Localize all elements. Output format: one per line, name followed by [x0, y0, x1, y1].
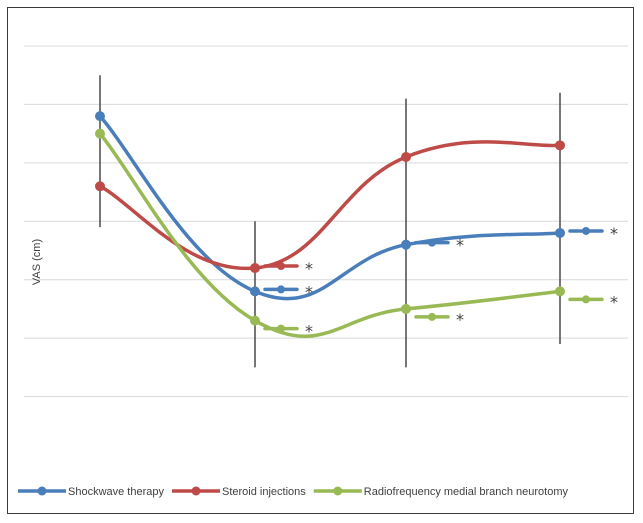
significance-asterisk: * — [610, 292, 618, 311]
significance-dot — [277, 324, 285, 333]
significance-asterisk: * — [456, 310, 464, 329]
series-line — [98, 140, 562, 271]
legend-label: Steroid injections — [222, 486, 306, 498]
data-point — [401, 239, 411, 250]
data-point — [95, 111, 105, 122]
y-axis-label: VAS (cm) — [31, 239, 43, 285]
data-point — [555, 227, 565, 238]
significance-dot — [582, 226, 590, 235]
data-point — [250, 263, 260, 274]
legend-swatch-dot — [37, 486, 47, 496]
data-point — [95, 128, 105, 139]
data-point — [401, 152, 411, 163]
significance-asterisk: * — [456, 236, 464, 255]
legend-label: Radiofrequency medial branch neurotomy — [364, 486, 569, 498]
legend: Shockwave therapy Steroid injections Radio… — [18, 486, 569, 498]
data-point — [555, 140, 565, 151]
series-line — [98, 114, 562, 301]
legend-label: Shockwave therapy — [68, 486, 164, 498]
data-point — [95, 181, 105, 192]
data-point — [401, 303, 411, 314]
significance-asterisk: * — [305, 259, 313, 278]
data-point — [250, 286, 260, 297]
gridlines — [24, 45, 628, 398]
significance-asterisk: * — [610, 224, 618, 243]
data-point — [250, 315, 260, 326]
significance-asterisk: * — [305, 282, 313, 301]
chart-frame — [7, 7, 634, 514]
significance-dot — [277, 285, 285, 294]
significance-asterisk: * — [305, 322, 313, 341]
legend-swatch-dot — [191, 486, 201, 496]
data-point — [555, 286, 565, 297]
legend-swatch-dot — [333, 486, 343, 496]
significance-dot — [277, 262, 285, 271]
data-points — [95, 111, 565, 326]
series-line — [98, 131, 562, 339]
series-lines — [98, 114, 562, 339]
significance-dot — [582, 295, 590, 304]
significance-dot — [428, 238, 436, 247]
significance-markers: * * * * * * * — [263, 224, 618, 341]
significance-dot — [428, 312, 436, 321]
